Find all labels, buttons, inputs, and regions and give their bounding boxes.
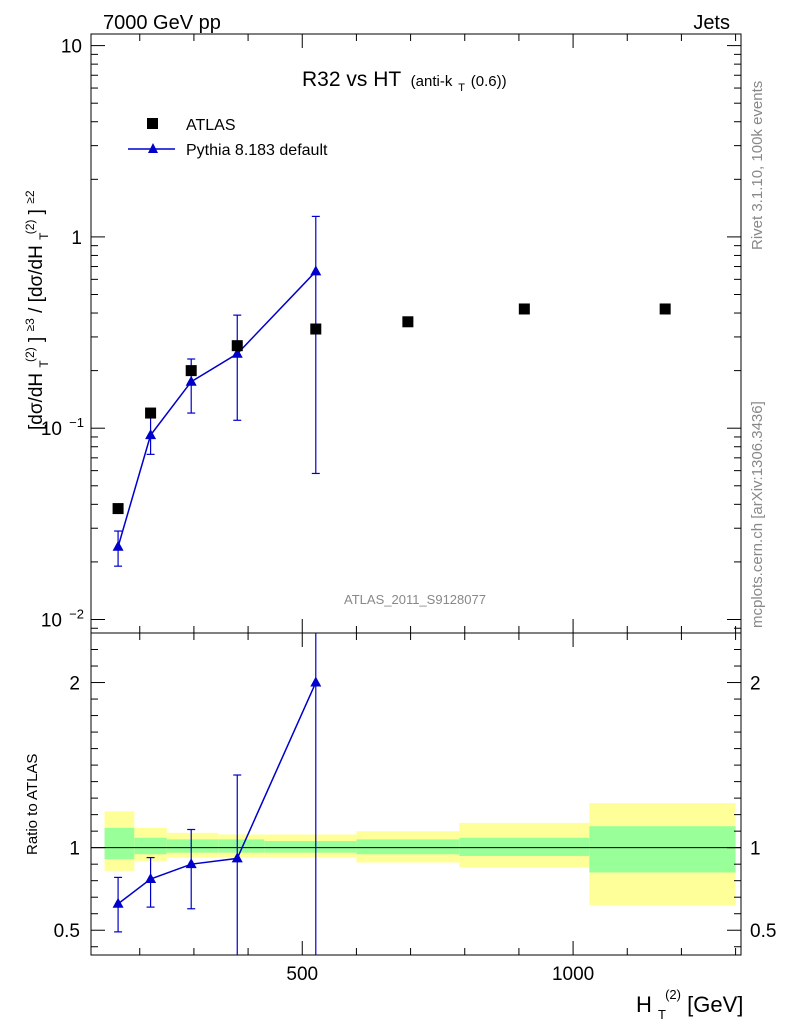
ratio-y-tick-label-right-1: 1 — [750, 839, 761, 860]
ratio-inner-band-0 — [104, 827, 135, 860]
legend-mc-label: Pythia 8.183 default — [186, 142, 328, 159]
main-mc-series — [112, 215, 322, 567]
rivet-label: Rivet 3.1.10, 100k events — [749, 81, 766, 250]
ratio-inner-band-3 — [218, 839, 265, 853]
mc-point-4 — [310, 265, 322, 276]
xlabel-sup: (2) — [665, 987, 681, 1002]
top-y-tick-exp-0.01: −2 — [69, 606, 84, 621]
legend-mc-marker — [148, 143, 158, 153]
mc-point-3 — [231, 347, 243, 358]
legend-data-marker — [147, 118, 158, 129]
ratio-point-0 — [112, 897, 124, 908]
ratio-y-tick-label-left-0.5: 0.5 — [54, 921, 80, 942]
top-ylabel-a-sub: T — [37, 360, 51, 368]
atlas-point-4 — [310, 323, 322, 335]
top-y-tick-label-10: 10 — [61, 37, 82, 58]
top-y-tick-label-1: 1 — [71, 228, 82, 249]
ratio-y-tick-label-right-0.5: 0.5 — [750, 921, 776, 942]
mcplots-label: mcplots.cern.ch [arXiv:1306.3436] — [749, 401, 766, 628]
top-ylabel-a: [dσ/dH — [26, 373, 47, 430]
plot-title-main: R32 vs HT — [302, 68, 401, 91]
top-y-tick-label-0.1: 10 — [41, 419, 62, 440]
top-ylabel-a-sup: (2) — [23, 347, 37, 362]
ratio-inner-band-7 — [589, 826, 736, 873]
analysis-watermark: ATLAS_2011_S9128077 — [344, 592, 486, 607]
mc-point-1 — [145, 429, 157, 440]
atlas-point-0 — [112, 503, 124, 515]
plot-title-sub-index: T — [458, 82, 465, 94]
top-ylabel-b-sub: T — [37, 232, 51, 240]
ratio-inner-band-4 — [264, 841, 357, 853]
ratio-y-tick-label-right-2: 2 — [750, 674, 761, 695]
ratio-y-axis-label: Ratio to ATLAS — [24, 754, 41, 855]
ratio-point-2 — [185, 858, 197, 869]
atlas-point-2 — [185, 365, 197, 377]
ratio-point-1 — [145, 873, 157, 884]
atlas-point-3 — [231, 340, 243, 352]
top-ylabel-b-sup2: ≥2 — [23, 190, 37, 204]
x-axis-label: H T (2) [GeV] — [636, 979, 743, 1024]
atlas-point-5 — [402, 316, 414, 328]
ratio-inner-band-6 — [459, 837, 590, 856]
top-ylabel-a-sup2: ≥3 — [23, 318, 37, 332]
ratio-line — [117, 682, 317, 905]
ratio-y-tick-label-left-1: 1 — [69, 839, 80, 860]
atlas-point-1 — [145, 407, 157, 419]
xlabel-unit: [GeV] — [687, 992, 743, 1017]
ratio-inner-band-1 — [134, 837, 167, 855]
x-tick-label-500: 500 — [286, 964, 318, 985]
legend-data-label: ATLAS — [186, 117, 236, 134]
ratio-uncertainty-bands — [104, 803, 736, 906]
xlabel-sub: T — [658, 1007, 666, 1022]
atlas-point-7 — [659, 303, 671, 315]
legend: ATLAS Pythia 8.183 default — [128, 117, 328, 159]
mc-point-2 — [185, 375, 197, 386]
plot-title-sub-end: (0.6)) — [471, 73, 507, 90]
main-data-series — [112, 303, 671, 515]
ratio-mc-series — [112, 633, 322, 955]
ratio-inner-band-5 — [356, 839, 460, 855]
top-ylabel-b-sup: (2) — [23, 220, 37, 235]
plot-title: R32 vs HT (anti-k T (0.6)) — [302, 68, 507, 96]
ratio-point-4 — [310, 676, 322, 687]
plot-title-sub: (anti-k — [411, 73, 453, 90]
header-left: 7000 GeV pp — [103, 12, 221, 34]
ratio-point-3 — [231, 852, 243, 863]
top-y-tick-exp-0.1: −1 — [69, 415, 84, 430]
ratio-inner-band-2 — [166, 839, 219, 853]
ratio-panel-frame — [90, 632, 742, 956]
top-y-tick-label-0.01: 10 — [41, 610, 62, 631]
header-right: Jets — [693, 12, 730, 34]
top-ylabel-a-mid: ] — [26, 337, 47, 342]
top-ylabel-b: / [dσ/dH — [26, 245, 47, 313]
mc-point-0 — [112, 540, 124, 551]
x-tick-label-1000: 1000 — [552, 964, 594, 985]
atlas-point-6 — [518, 303, 530, 315]
top-y-axis-label: [dσ/dH T (2) ] ≥3 / [dσ/dH T (2) ] ≥2 — [18, 190, 53, 430]
axis-tick-labels: 500 1000 10 −2 10 −1 1 10 0.5 0.5 1 1 2 2 — [41, 37, 777, 985]
ratio-y-tick-label-left-2: 2 — [69, 674, 80, 695]
axis-ticks — [91, 34, 741, 955]
xlabel-main: H — [636, 992, 652, 1017]
top-ylabel-b-mid: ] — [26, 209, 47, 214]
